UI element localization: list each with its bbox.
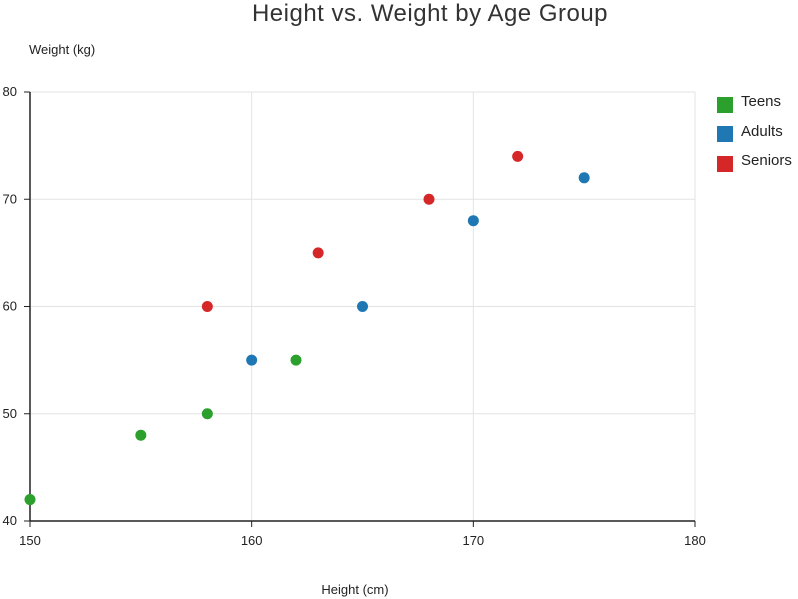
data-point-seniors [201,301,213,312]
data-point-teens [290,354,302,366]
x-tick-label: 160 [241,533,263,548]
y-axis-label: Weight (kg) [29,42,96,57]
data-point-teens [201,408,213,420]
legend-item-adults: Adults [717,117,792,147]
y-tick-label: 80 [3,84,17,99]
data-point-adults [357,301,368,312]
legend-swatch-adults [717,126,733,143]
data-point-teens [135,429,147,441]
data-point-seniors [512,150,524,162]
data-point-adults [246,354,258,366]
legend-swatch-teens [717,96,733,113]
data-point-seniors [423,193,435,205]
legend-label-seniors: Seniors [741,152,792,170]
legend-swatch-seniors [717,155,733,172]
legend-label-teens: Teens [741,93,782,111]
x-tick-label: 170 [462,533,484,548]
y-tick-label: 40 [3,513,17,528]
data-point-adults [467,215,479,227]
y-tick-label: 50 [3,406,17,421]
legend-item-seniors: Seniors [717,146,792,176]
x-tick-label: 180 [684,533,706,548]
legend: Teens Adults Seniors [717,87,792,176]
legend-label-adults: Adults [741,122,783,140]
data-point-teens [24,494,36,506]
data-point-adults [578,172,590,184]
x-axis-label: Height (cm) [321,582,389,597]
legend-item-teens: Teens [717,87,792,117]
data-point-seniors [312,247,324,259]
x-tick-label: 150 [19,533,41,548]
chart-title: Height vs. Weight by Age Group [251,0,609,27]
y-tick-label: 70 [3,191,17,206]
y-tick-label: 60 [3,299,17,314]
